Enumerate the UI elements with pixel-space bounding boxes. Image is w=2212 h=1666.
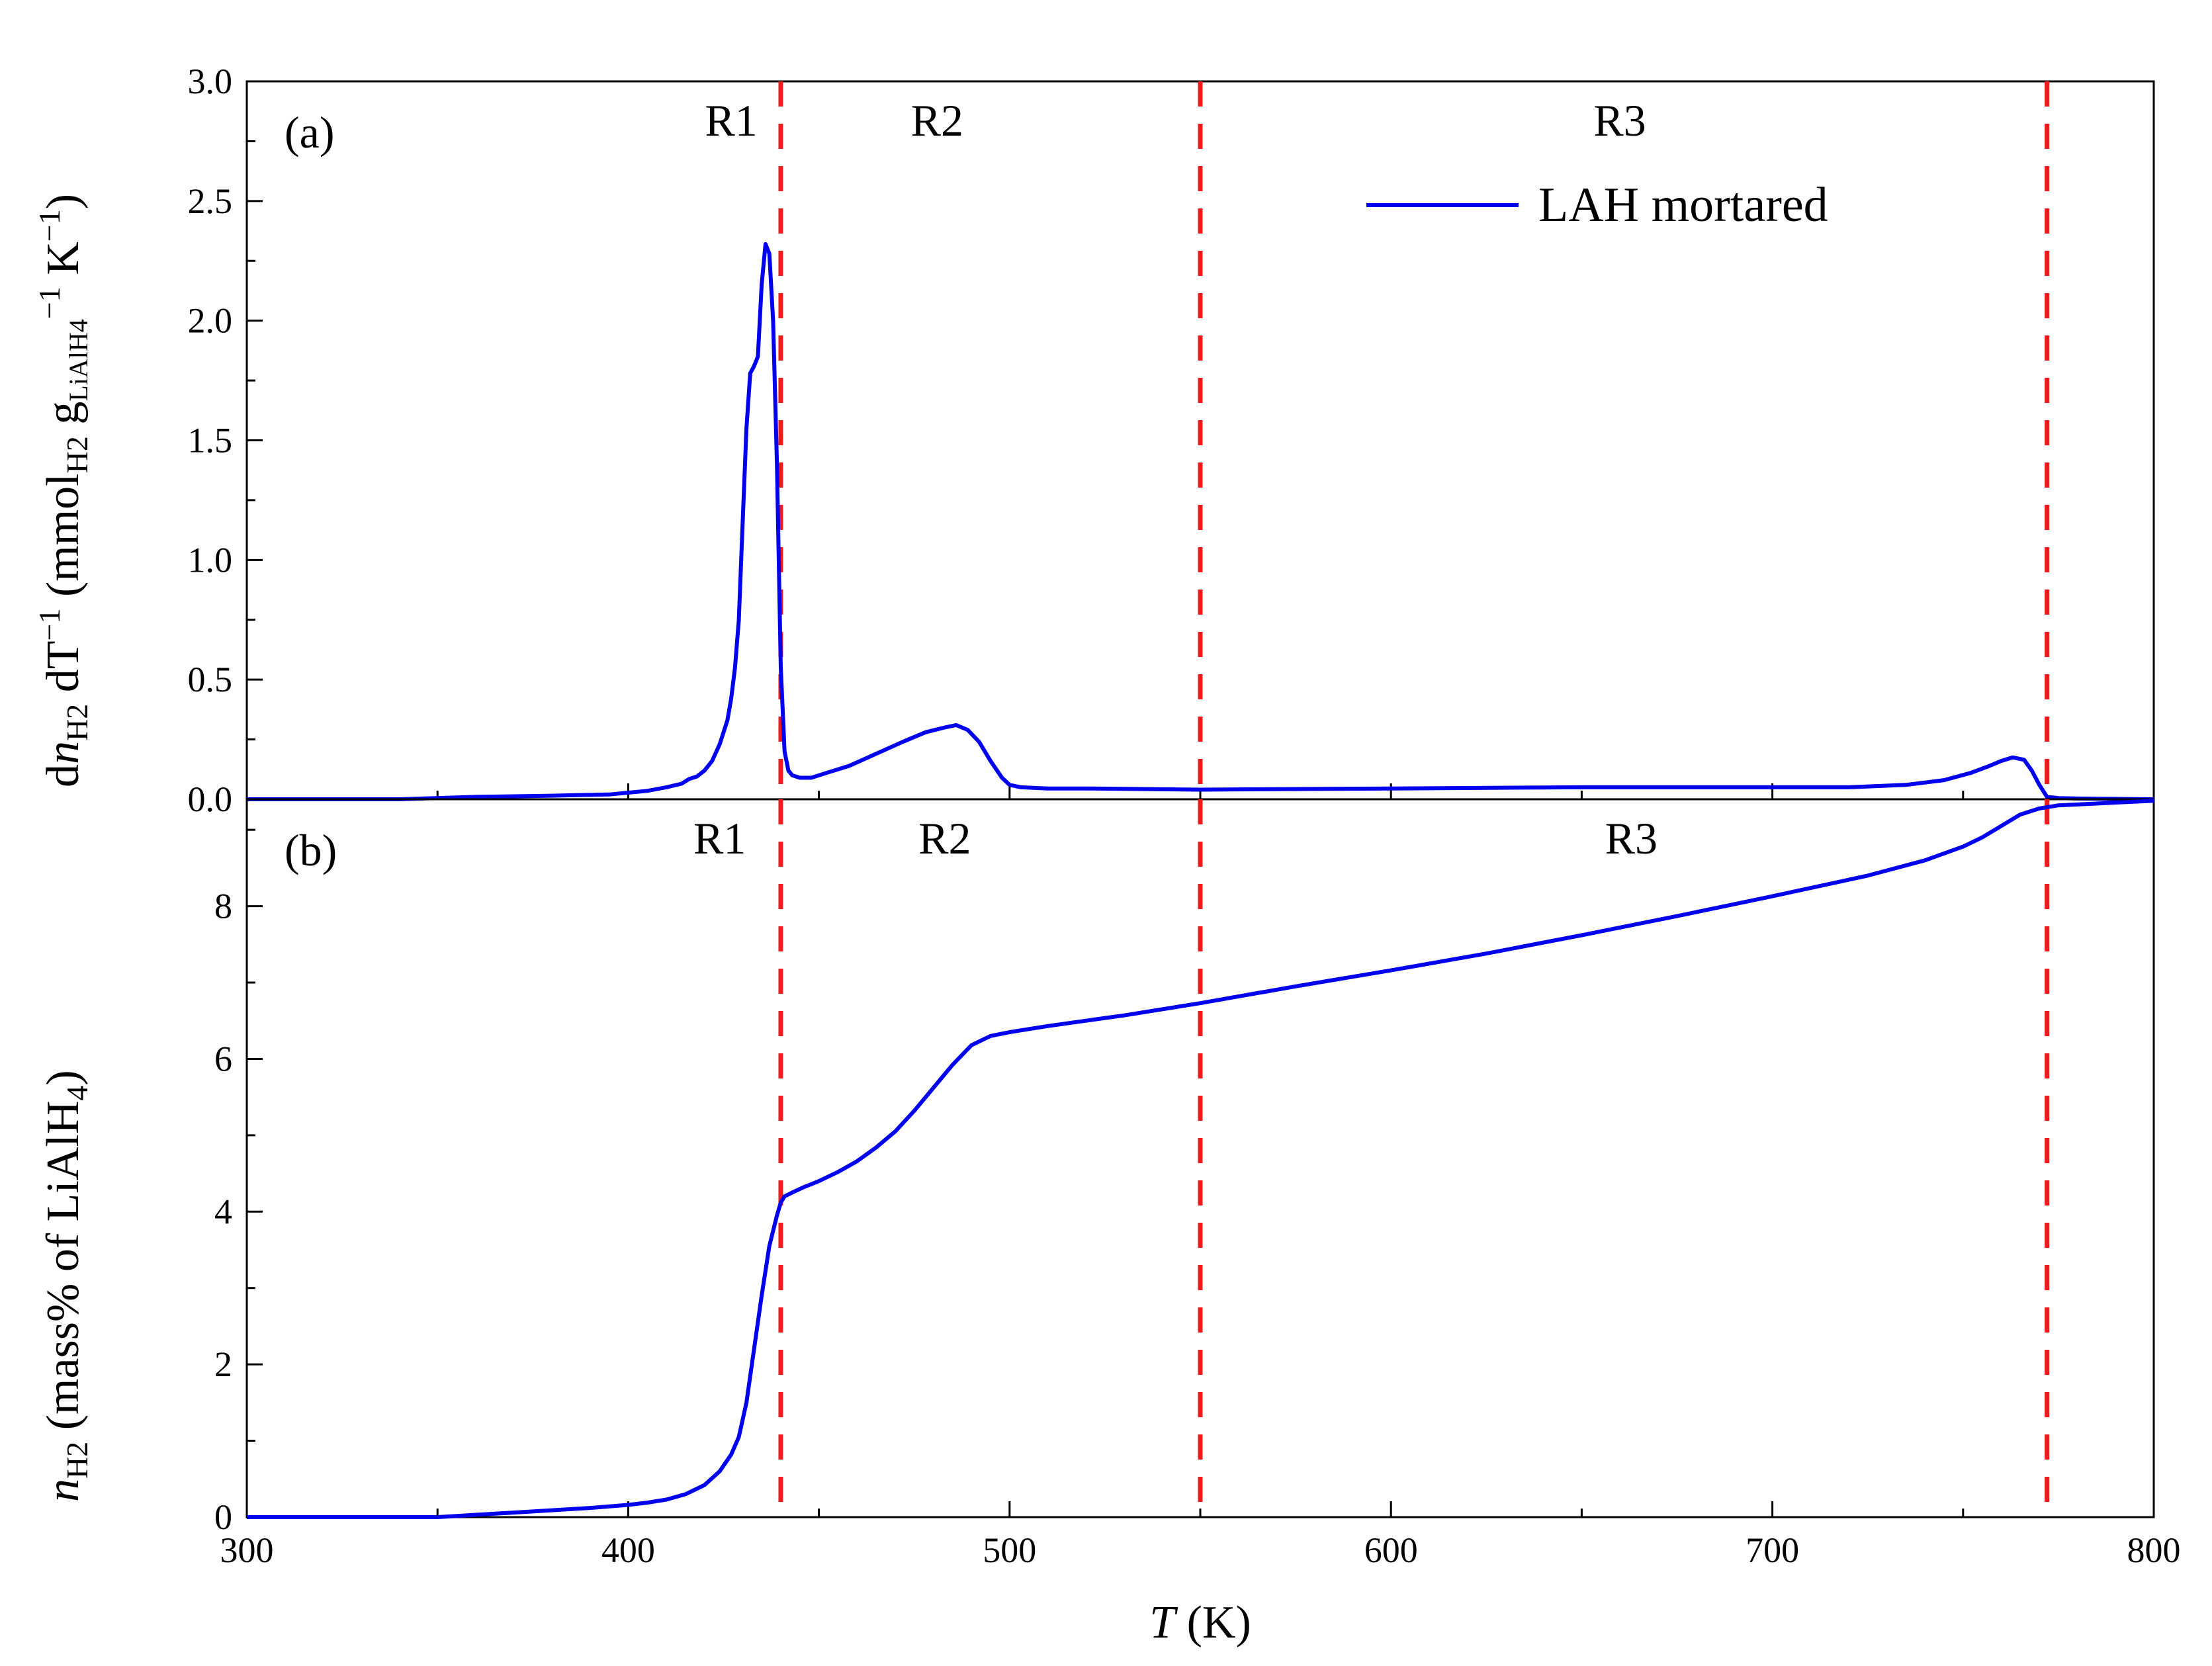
axis-titles: T (K)dnH2 dT−1 (mmolH2 gLiAlH4−1 K−1)nH2… bbox=[32, 194, 1251, 1648]
x-tick-label: 600 bbox=[1364, 1530, 1418, 1570]
panel-b-region-label: R3 bbox=[1605, 813, 1658, 863]
y-a-exp: −1 bbox=[32, 609, 66, 641]
panel-b-region-label: R1 bbox=[693, 813, 746, 863]
panel-a-y-tick-label: 2.5 bbox=[188, 181, 233, 221]
y-a-d: d bbox=[38, 764, 89, 787]
panel-a-series-line bbox=[247, 241, 2154, 801]
y-axis-title-b: nH2 (mass% of LiAlH4) bbox=[38, 1070, 94, 1502]
y-a-exp2: −1 bbox=[32, 286, 66, 319]
panel-b-y-tick-label: 6 bbox=[214, 1039, 232, 1078]
legend-label: LAH mortared bbox=[1538, 178, 1828, 232]
y-a-unit-sub: H2 bbox=[60, 436, 94, 473]
y-b-sub: H2 bbox=[60, 1442, 94, 1479]
panel-a-region-label: R3 bbox=[1593, 95, 1646, 146]
y-b-n: n bbox=[38, 1479, 89, 1502]
panel-b: 300 400 500 600 700 800 0 2 4 6 8 (b) R1 R2 R3 bbox=[214, 798, 2181, 1570]
y-a-g-sub: LiAlH4 bbox=[64, 319, 93, 401]
x-tick-label: 300 bbox=[220, 1530, 274, 1570]
panel-b-y-tick-label: 0 bbox=[214, 1497, 232, 1537]
y-a-exp3: −1 bbox=[32, 209, 66, 241]
x-tick-label: 500 bbox=[983, 1530, 1036, 1570]
panel-b-y-tick-label: 2 bbox=[214, 1344, 232, 1384]
panel-b-series-line bbox=[247, 799, 2154, 1519]
y-a-sub: H2 bbox=[60, 704, 94, 741]
y-b-unit-open: (mass% of LiAlH bbox=[38, 1101, 89, 1442]
panel-a-region-label: R1 bbox=[705, 95, 757, 146]
y-a-close: ) bbox=[38, 194, 89, 209]
y-a-n: n bbox=[38, 741, 89, 764]
y-b-unit-sub: 4 bbox=[60, 1086, 94, 1101]
y-a-g: g bbox=[38, 402, 89, 437]
panel-a-y-tick-label: 0.0 bbox=[188, 779, 233, 819]
panel-a-y-tick-label: 0.5 bbox=[188, 660, 233, 699]
panel-a-y-tick-label: 2.0 bbox=[188, 301, 233, 341]
panel-b-region-label: R2 bbox=[918, 813, 971, 863]
panel-b-label: (b) bbox=[285, 825, 337, 875]
x-tick-label: 400 bbox=[601, 1530, 655, 1570]
x-axis-title-unit: (K) bbox=[1175, 1597, 1251, 1648]
y-b-close: ) bbox=[38, 1070, 89, 1085]
panel-a: 0.0 0.5 1.0 1.5 2.0 2.5 3.0 (a) R1 R2 R3 LAH mortar… bbox=[188, 62, 2155, 819]
panel-a-y-tick-label: 1.5 bbox=[188, 421, 233, 460]
panel-b-y-tick-label: 8 bbox=[214, 887, 232, 926]
panel-a-region-label: R2 bbox=[911, 95, 963, 146]
panel-a-y-tick-label: 1.0 bbox=[188, 540, 233, 580]
x-axis-title-var: T bbox=[1149, 1597, 1178, 1648]
y-a-dt: dT bbox=[38, 641, 89, 704]
panel-a-y-tick-label: 3.0 bbox=[188, 62, 233, 101]
panel-a-label: (a) bbox=[285, 107, 334, 157]
y-a-unit-open: (mmol bbox=[38, 473, 89, 608]
y-a-k: K bbox=[38, 241, 89, 286]
panel-b-y-tick-label: 4 bbox=[214, 1192, 232, 1231]
x-axis-title: T (K) bbox=[1149, 1597, 1251, 1648]
y-axis-title-a: dnH2 dT−1 (mmolH2 gLiAlH4−1 K−1) bbox=[32, 194, 94, 787]
x-tick-label: 700 bbox=[1746, 1530, 1799, 1570]
x-tick-label: 800 bbox=[2127, 1530, 2181, 1570]
